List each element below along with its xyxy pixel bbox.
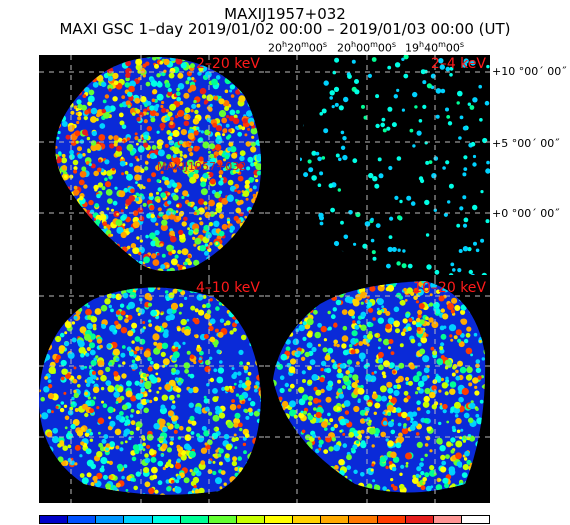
band-label-2-20kev: 2–20 keV bbox=[196, 56, 260, 72]
color-scale-step bbox=[180, 516, 209, 523]
sky-map-4-10kev bbox=[39, 279, 264, 503]
exposure-region bbox=[300, 55, 490, 275]
panel-4-10kev: 4–10 keV bbox=[39, 279, 264, 503]
color-scale-step bbox=[40, 516, 69, 523]
band-label-2-4kev: 2–4 keV bbox=[430, 56, 486, 72]
sky-map-2-20kev bbox=[39, 55, 264, 279]
coordinate-grid bbox=[265, 55, 490, 279]
color-scale-step bbox=[321, 516, 350, 523]
color-scale-step bbox=[349, 516, 378, 523]
source-name-label: MAXIJ1957+032 bbox=[157, 160, 247, 173]
sky-map-10-20kev bbox=[265, 279, 490, 503]
color-scale-step bbox=[152, 516, 181, 523]
sky-map-2-4kev bbox=[265, 55, 490, 279]
panel-2-4kev: 2–4 keV bbox=[265, 55, 490, 279]
coordinate-grid bbox=[265, 279, 490, 503]
image-subtitle: MAXI GSC 1–day 2019/01/02 00:00 – 2019/0… bbox=[59, 20, 511, 38]
photon-map bbox=[300, 55, 490, 275]
color-scale-step bbox=[377, 516, 406, 523]
band-label-10-20kev: 10–20 keV bbox=[413, 280, 486, 296]
coordinate-grid bbox=[39, 279, 264, 503]
color-scale-bar bbox=[39, 515, 490, 524]
color-scale-step bbox=[293, 516, 322, 523]
panel-2-20kev: 2–20 keV MAXIJ1957+032 bbox=[39, 55, 264, 279]
color-scale-step bbox=[124, 516, 153, 523]
color-scale-step bbox=[236, 516, 265, 523]
color-scale-step bbox=[96, 516, 125, 523]
sky-map-area: 2–20 keV MAXIJ1957+032 2–4 keV 4–10 keV … bbox=[39, 55, 490, 503]
band-label-4-10kev: 4–10 keV bbox=[196, 280, 260, 296]
color-scale-step bbox=[208, 516, 237, 523]
ra-label-1: 20h20m00s bbox=[268, 40, 328, 55]
color-scale-step bbox=[433, 516, 462, 523]
dec-label-2: +5 °00´ 00˝ bbox=[492, 137, 560, 150]
dec-label-1: +10 °00´ 00˝ bbox=[492, 65, 567, 78]
ra-label-2: 20h00m00s bbox=[337, 40, 397, 55]
color-scale-step bbox=[68, 516, 97, 523]
dec-label-3: +0 °00´ 00˝ bbox=[492, 207, 560, 220]
image-title: MAXIJ1957+032 bbox=[224, 5, 346, 23]
panel-10-20kev: 10–20 keV bbox=[265, 279, 490, 503]
ra-label-3: 19h40m00s bbox=[405, 40, 465, 55]
color-scale-step bbox=[461, 516, 489, 523]
color-scale-step bbox=[405, 516, 434, 523]
coordinate-grid bbox=[39, 55, 264, 279]
color-scale-step bbox=[265, 516, 294, 523]
